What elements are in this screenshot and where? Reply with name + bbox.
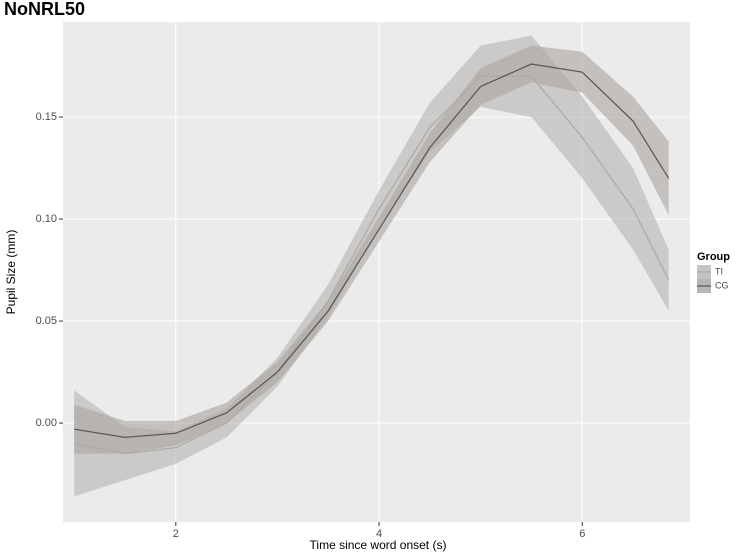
series-line [74,63,670,438]
series-line [74,75,670,455]
y-tick-label: 0.00 [36,417,57,429]
x-axis-label: Time since word onset (s) [310,538,447,552]
x-tick-label: 4 [376,528,382,540]
y-tick-label: 0.10 [36,213,57,225]
y-tick-label: 0.05 [36,315,57,327]
y-tick-label: 0.15 [36,111,57,123]
confidence-band [74,45,669,454]
y-axis-label: Pupil Size (mm) [4,230,18,315]
chart-title: NoNRL50 [4,0,85,19]
legend-label: TI [715,266,723,276]
legend-label: CG [715,280,729,290]
x-tick-label: 2 [173,528,179,540]
x-tick-label: 6 [579,528,585,540]
legend-title: Group [697,251,730,263]
